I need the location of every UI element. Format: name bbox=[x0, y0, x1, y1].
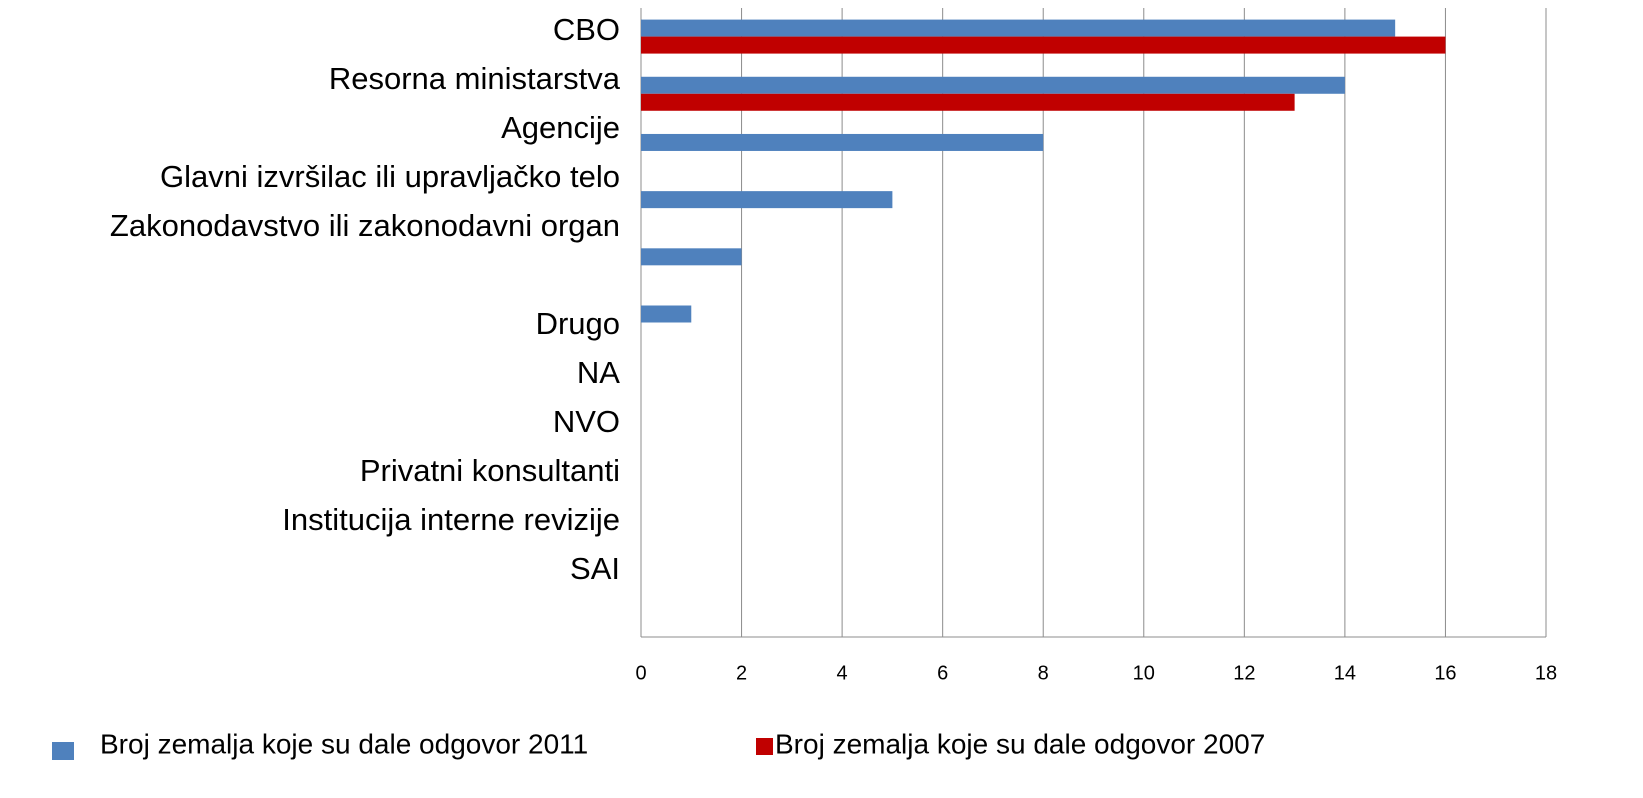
x-tick-label: 4 bbox=[837, 662, 848, 684]
x-tick-label: 14 bbox=[1334, 662, 1356, 684]
y-tick-label: Drugo bbox=[536, 306, 620, 341]
legend-label: Broj zemalja koje su dale odgovor 2011 bbox=[100, 728, 588, 759]
legend-swatch bbox=[756, 738, 773, 755]
x-tick-label: 0 bbox=[635, 662, 646, 684]
y-tick-label: NVO bbox=[553, 404, 620, 439]
x-tick-label: 16 bbox=[1434, 662, 1456, 684]
x-tick-label: 10 bbox=[1133, 662, 1155, 684]
bar bbox=[641, 133, 1044, 151]
bar bbox=[641, 19, 1396, 37]
legend-label: Broj zemalja koje su dale odgovor 2007 bbox=[775, 728, 1265, 759]
x-tick-label: 6 bbox=[937, 662, 948, 684]
y-tick-label: Institucija interne revizije bbox=[282, 502, 620, 537]
bar bbox=[641, 305, 692, 323]
bar bbox=[641, 76, 1345, 94]
bar bbox=[641, 36, 1446, 54]
y-tick-label: Glavni izvršilac ili upravljačko telo bbox=[160, 159, 620, 194]
y-tick-label: Resorna ministarstva bbox=[329, 61, 621, 96]
y-tick-label: SAI bbox=[570, 551, 620, 586]
x-tick-label: 2 bbox=[736, 662, 747, 684]
x-tick-label: 12 bbox=[1233, 662, 1255, 684]
y-tick-label: Privatni konsultanti bbox=[360, 453, 620, 488]
y-tick-label: CBO bbox=[553, 12, 620, 47]
x-tick-label: 18 bbox=[1535, 662, 1557, 684]
bar bbox=[641, 248, 742, 266]
bar bbox=[641, 191, 893, 209]
legend-swatch bbox=[52, 742, 74, 760]
y-tick-label: Agencije bbox=[501, 110, 620, 145]
bar bbox=[641, 93, 1295, 111]
y-tick-label: Zakonodavstvo ili zakonodavni organ bbox=[110, 208, 620, 243]
y-tick-label: NA bbox=[577, 355, 620, 390]
x-tick-label: 8 bbox=[1038, 662, 1049, 684]
